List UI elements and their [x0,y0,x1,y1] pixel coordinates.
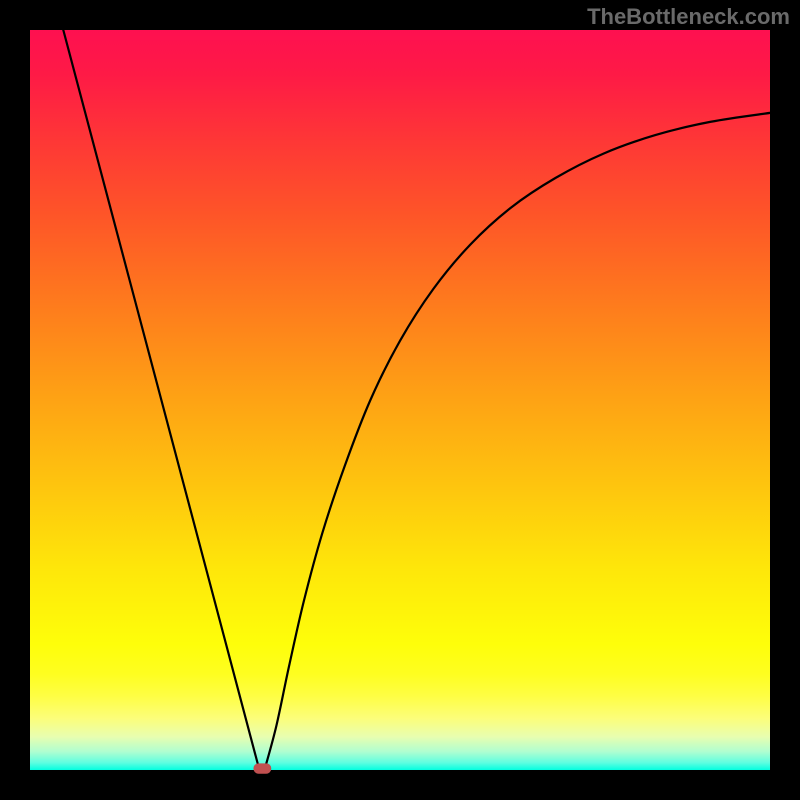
plot-background [30,30,770,770]
chart-frame: TheBottleneck.com [0,0,800,800]
bottleneck-marker [253,763,271,773]
bottleneck-chart [0,0,800,800]
